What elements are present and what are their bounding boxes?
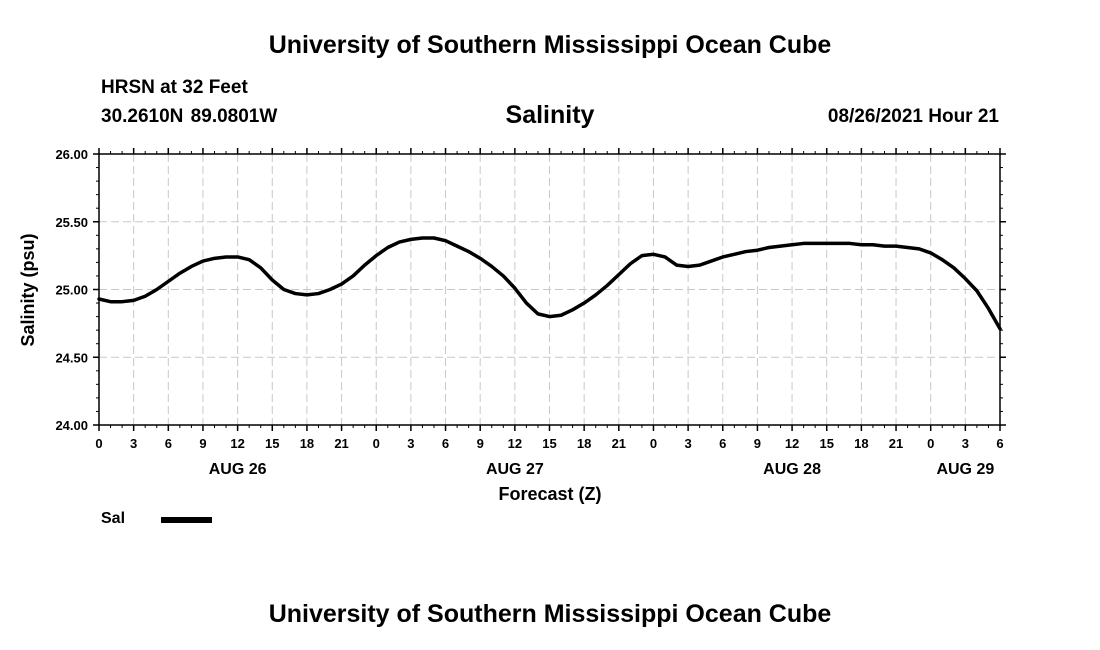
x-tick-label: 15 <box>265 436 279 451</box>
x-tick-label: 18 <box>854 436 868 451</box>
x-tick-label: 3 <box>684 436 691 451</box>
date-label: AUG 26 <box>209 461 267 478</box>
x-tick-label: 21 <box>334 436 348 451</box>
header-title: University of Southern Mississippi Ocean… <box>268 31 832 59</box>
x-tick-label: 0 <box>650 436 657 451</box>
y-tick-label: 24.00 <box>55 418 88 433</box>
station-coordinates: 30.2610N 89.0801W <box>101 106 278 127</box>
x-tick-label: 0 <box>927 436 934 451</box>
station-name: HRSN at 32 Feet <box>101 77 248 98</box>
x-tick-label: 6 <box>442 436 449 451</box>
x-tick-label: 3 <box>130 436 137 451</box>
footer-title: University of Southern Mississippi Ocean… <box>268 600 832 628</box>
y-tick-label: 24.50 <box>55 350 88 365</box>
x-tick-label: 21 <box>889 436 903 451</box>
date-label: AUG 27 <box>486 461 544 478</box>
x-tick-label: 15 <box>542 436 556 451</box>
x-tick-label: 6 <box>996 436 1003 451</box>
y-tick-label: 25.00 <box>55 283 88 298</box>
x-tick-label: 6 <box>165 436 172 451</box>
x-tick-label: 0 <box>373 436 380 451</box>
x-tick-label: 9 <box>199 436 206 451</box>
x-tick-label: 12 <box>230 436 244 451</box>
y-axis-label: Salinity (psu) <box>18 233 38 346</box>
x-tick-label: 21 <box>612 436 626 451</box>
x-tick-label: 18 <box>300 436 314 451</box>
legend-swatch-sal <box>161 517 212 523</box>
date-label: AUG 28 <box>763 461 821 478</box>
y-tick-labels: 24.00 24.50 25.00 25.50 26.00 <box>55 147 88 433</box>
date-labels: AUG 26 AUG 27 AUG 28 AUG 29 <box>209 461 995 478</box>
x-tick-label: 15 <box>819 436 833 451</box>
x-tick-labels: 0 3 6 9 12 15 18 21 0 3 6 9 12 15 18 21 0 3 6 9 12 15 18 21 0 3 6 <box>95 436 1003 451</box>
x-tick-label: 0 <box>95 436 102 451</box>
date-label: AUG 29 <box>936 461 994 478</box>
x-tick-label: 9 <box>477 436 484 451</box>
x-tick-label: 12 <box>508 436 522 451</box>
series-line-sal <box>97 236 1002 331</box>
x-tick-label: 9 <box>754 436 761 451</box>
y-tick-label: 26.00 <box>55 147 88 162</box>
x-axis-label: Forecast (Z) <box>498 484 601 504</box>
grid-lines <box>99 154 1000 425</box>
x-tick-label: 6 <box>719 436 726 451</box>
y-tick-label: 25.50 <box>55 215 88 230</box>
x-tick-label: 12 <box>785 436 799 451</box>
legend-label-sal: Sal <box>101 510 126 527</box>
axis-ticks <box>93 148 1006 431</box>
chart-title: Salinity <box>505 101 595 129</box>
x-tick-label: 18 <box>577 436 591 451</box>
x-tick-label: 3 <box>962 436 969 451</box>
forecast-datetime: 08/26/2021 Hour 21 <box>827 106 999 127</box>
x-tick-label: 3 <box>407 436 414 451</box>
